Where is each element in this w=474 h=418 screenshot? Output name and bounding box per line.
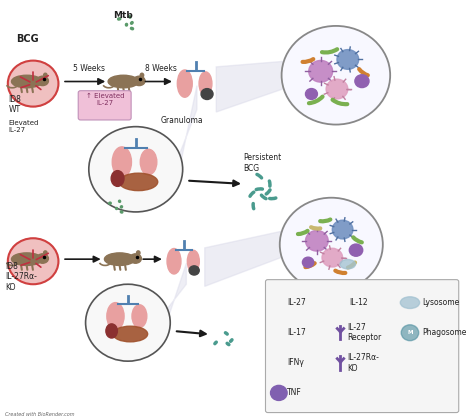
Polygon shape: [167, 263, 186, 322]
Text: IFNγ: IFNγ: [287, 358, 304, 367]
Ellipse shape: [140, 73, 144, 77]
Ellipse shape: [326, 79, 348, 99]
Ellipse shape: [133, 76, 145, 86]
Ellipse shape: [137, 251, 140, 255]
Text: Lysosome: Lysosome: [422, 298, 459, 307]
Text: Persistent
BCG: Persistent BCG: [243, 153, 281, 173]
Ellipse shape: [309, 61, 333, 82]
Circle shape: [89, 127, 182, 212]
Ellipse shape: [337, 50, 359, 69]
Polygon shape: [179, 86, 197, 171]
Ellipse shape: [106, 324, 118, 338]
Text: ID8
IL-27Rα-
KO: ID8 IL-27Rα- KO: [6, 262, 37, 292]
Ellipse shape: [104, 253, 135, 265]
Ellipse shape: [111, 171, 124, 186]
Polygon shape: [205, 232, 281, 286]
Ellipse shape: [129, 254, 141, 263]
Ellipse shape: [108, 75, 138, 88]
Ellipse shape: [401, 297, 419, 308]
Text: BCG: BCG: [16, 34, 39, 44]
Text: 8 Weeks: 8 Weeks: [145, 64, 177, 73]
Circle shape: [86, 284, 170, 361]
Circle shape: [201, 89, 213, 99]
Ellipse shape: [132, 305, 147, 328]
Text: 5 Weeks: 5 Weeks: [73, 64, 105, 73]
Ellipse shape: [306, 230, 328, 251]
Ellipse shape: [322, 248, 343, 267]
Text: M: M: [407, 330, 413, 335]
Circle shape: [280, 198, 383, 291]
Circle shape: [305, 89, 318, 99]
Ellipse shape: [167, 249, 181, 274]
Ellipse shape: [199, 72, 212, 95]
Circle shape: [355, 75, 369, 88]
Text: IL-12: IL-12: [350, 298, 368, 307]
Circle shape: [282, 26, 390, 125]
Circle shape: [8, 238, 58, 284]
Text: ↑ Elevated
IL-27: ↑ Elevated IL-27: [86, 93, 124, 106]
Ellipse shape: [340, 260, 356, 269]
Ellipse shape: [112, 147, 131, 177]
Ellipse shape: [113, 326, 147, 342]
Text: IL-27
Receptor: IL-27 Receptor: [347, 323, 382, 342]
Text: Granuloma: Granuloma: [160, 116, 203, 125]
Ellipse shape: [187, 250, 199, 272]
Circle shape: [302, 257, 314, 268]
Ellipse shape: [11, 75, 42, 88]
Ellipse shape: [36, 76, 48, 86]
Circle shape: [271, 385, 287, 400]
FancyBboxPatch shape: [78, 91, 131, 120]
Ellipse shape: [44, 73, 47, 77]
Circle shape: [401, 325, 419, 341]
Polygon shape: [216, 61, 283, 112]
Ellipse shape: [11, 253, 42, 265]
Ellipse shape: [119, 173, 158, 191]
Text: Elevated
IL-27: Elevated IL-27: [8, 120, 39, 133]
Ellipse shape: [177, 70, 192, 97]
Ellipse shape: [107, 303, 124, 330]
Text: IL-27: IL-27: [287, 298, 306, 307]
Ellipse shape: [332, 220, 353, 239]
Ellipse shape: [44, 251, 47, 255]
Text: Mtb: Mtb: [113, 10, 132, 20]
Text: Created with BioRender.com: Created with BioRender.com: [5, 412, 74, 417]
Circle shape: [349, 244, 363, 256]
Text: IL-17: IL-17: [287, 328, 306, 337]
FancyBboxPatch shape: [265, 280, 459, 413]
Text: ID8
WT: ID8 WT: [8, 94, 21, 114]
Text: TNF: TNF: [287, 388, 302, 398]
Text: Phagosome: Phagosome: [422, 328, 466, 337]
Text: IL-27Rα-
KO: IL-27Rα- KO: [347, 353, 379, 372]
Ellipse shape: [36, 254, 48, 263]
Circle shape: [189, 266, 199, 275]
Circle shape: [8, 61, 58, 107]
Ellipse shape: [140, 149, 157, 175]
